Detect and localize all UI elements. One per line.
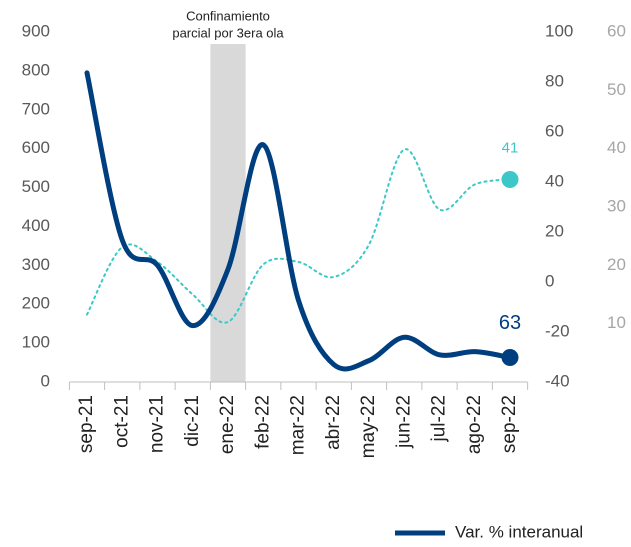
x-tick-label: ene-22 (217, 395, 238, 454)
y-tick-label: 700 (22, 99, 50, 118)
x-tick-label: oct-21 (111, 395, 132, 448)
y2-tick-label: 60 (545, 121, 564, 140)
x-tick-label: feb-22 (252, 395, 273, 449)
y-tick-label: 300 (22, 255, 50, 274)
y2-tick-label: 0 (545, 271, 554, 290)
y-tick-label: 600 (22, 138, 50, 157)
x-tick-label: dic-21 (182, 395, 203, 447)
x-tick-label: nov-21 (147, 395, 168, 453)
y3-tick-label: 10 (607, 313, 626, 332)
y3-tick-label: 20 (607, 255, 626, 274)
y3-tick-label: 60 (607, 21, 626, 40)
y2-tick-label: 80 (545, 71, 564, 90)
y-tick-label: 500 (22, 177, 50, 196)
end-marker (501, 349, 519, 366)
y2-tick-label: 40 (545, 171, 564, 190)
y-tick-label: 900 (22, 21, 50, 40)
y2-tick-label: -20 (545, 321, 570, 340)
y3-tick-label: 40 (607, 138, 626, 157)
annotation: parcial por 3era ola (172, 25, 284, 40)
x-tick-label: mar-22 (288, 395, 309, 455)
x-tick-label: abr-22 (323, 395, 344, 450)
end-marker (501, 171, 519, 188)
data-label: 63 (499, 312, 521, 334)
y-tick-label: 0 (41, 371, 50, 390)
x-tick-label: jun-22 (393, 395, 414, 449)
y-tick-label: 400 (22, 216, 50, 235)
y-tick-label: 800 (22, 60, 50, 79)
legend-label: Var. % interanual (455, 522, 583, 541)
y-tick-label: 100 (22, 333, 50, 352)
x-tick-label: ago-22 (464, 395, 485, 454)
series-line (84, 70, 513, 372)
y3-tick-label: 30 (607, 196, 626, 215)
y2-tick-label: 100 (545, 21, 573, 40)
annotation: Confinamiento (186, 8, 270, 23)
x-tick-label: sep-21 (76, 395, 97, 453)
x-tick-label: may-22 (358, 395, 379, 458)
y2-tick-label: 20 (545, 221, 564, 240)
y3-tick-label: 50 (607, 80, 626, 99)
y-tick-label: 200 (22, 294, 50, 313)
y2-tick-label: -40 (545, 371, 570, 390)
data-label: 41 (502, 139, 519, 156)
x-tick-label: jul-22 (429, 395, 450, 442)
x-tick-label: sep-22 (499, 395, 520, 453)
series-line (86, 148, 511, 324)
